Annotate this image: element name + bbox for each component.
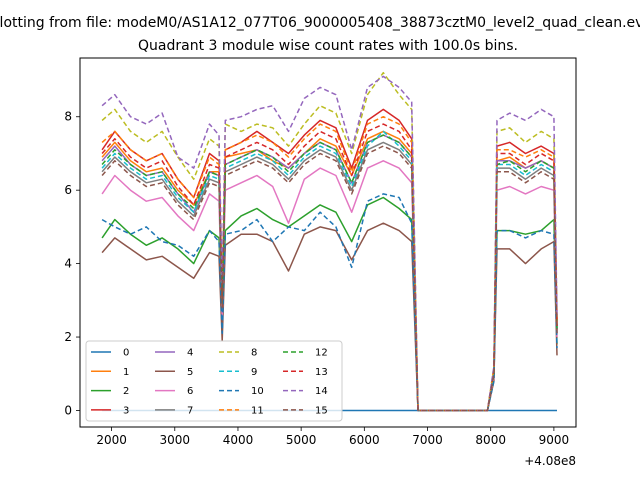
series-lines: [101, 71, 558, 412]
series-line-15: [101, 145, 558, 412]
series-line-12: [101, 134, 558, 412]
figure-suptitle: Plotting from file: modeM0/AS1A12_077T06…: [0, 15, 640, 31]
legend-label-0: 0: [123, 348, 129, 359]
legend-label-5: 5: [187, 367, 193, 378]
legend-label-2: 2: [123, 386, 129, 397]
axes-frame: [79, 57, 577, 428]
legend-label-15: 15: [315, 405, 328, 416]
y-tick-label: 8: [64, 110, 72, 124]
y-tick-label: 2: [64, 330, 72, 344]
x-axis-offset-label: +4.08e8: [524, 454, 576, 468]
legend-box: [85, 340, 343, 422]
x-tick-label: 3000: [160, 433, 191, 447]
y-tick-label: 4: [64, 257, 72, 271]
legend-label-6: 6: [187, 386, 193, 397]
legend-label-9: 9: [251, 367, 257, 378]
legend-label-12: 12: [315, 348, 328, 359]
legend-label-7: 7: [187, 405, 193, 416]
x-tick-label: 6000: [349, 433, 380, 447]
x-tick-label: 2000: [96, 433, 127, 447]
series-line-14: [101, 75, 558, 412]
legend-label-11: 11: [251, 405, 264, 416]
x-tick-label: 9000: [539, 433, 570, 447]
legend-label-1: 1: [123, 367, 129, 378]
x-axis-ticks: 2000 3000 4000 5000 6000 7000 8000 9000: [96, 427, 569, 447]
y-axis-ticks: 0 2 4 6 8: [64, 110, 80, 417]
legend-label-13: 13: [315, 367, 328, 378]
legend-label-3: 3: [123, 405, 129, 416]
x-tick-label: 5000: [286, 433, 317, 447]
legend-label-14: 14: [315, 386, 328, 397]
x-tick-label: 7000: [412, 433, 443, 447]
legend-label-10: 10: [251, 386, 264, 397]
chart-title: Quadrant 3 module wise count rates with …: [138, 38, 518, 54]
series-line-10: [101, 193, 558, 412]
y-tick-label: 0: [64, 403, 72, 417]
series-line-13: [101, 123, 558, 412]
series-line-9: [101, 130, 558, 412]
x-tick-label: 4000: [223, 433, 254, 447]
legend-label-8: 8: [251, 348, 257, 359]
x-tick-label: 8000: [475, 433, 506, 447]
y-tick-label: 6: [64, 183, 72, 197]
legend-label-4: 4: [187, 348, 193, 359]
